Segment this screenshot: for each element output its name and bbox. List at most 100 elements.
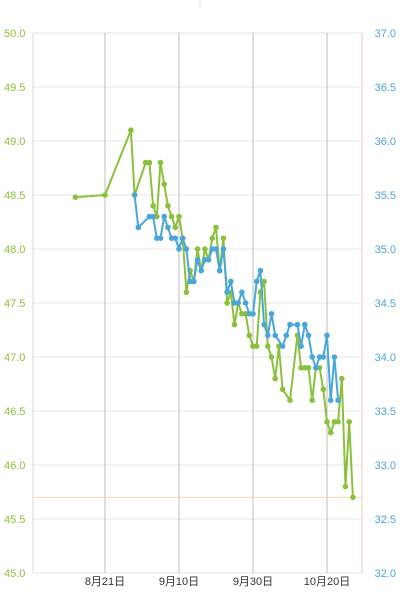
data-point-left: [102, 192, 108, 198]
right-axis-tick-label: 32.0: [375, 568, 396, 580]
data-point-right: [205, 257, 212, 263]
series-layer: [72, 127, 356, 501]
data-point-right: [157, 235, 164, 241]
data-point-right: [131, 192, 138, 198]
data-point-right: [327, 397, 334, 404]
data-point-right: [239, 289, 245, 296]
data-point-right: [294, 321, 301, 328]
right-axis-tick-label: 32.5: [375, 514, 396, 526]
data-point-left: [161, 181, 167, 187]
data-point-right: [257, 267, 264, 274]
data-point-right: [198, 267, 204, 274]
data-point-right: [172, 235, 179, 241]
data-point-left: [209, 235, 216, 241]
data-point-right: [165, 224, 171, 231]
data-point-left: [305, 365, 312, 371]
right-axis-tick-label: 36.0: [375, 136, 396, 148]
right-axis-tick-label: 34.5: [375, 298, 396, 310]
data-point-right: [279, 343, 286, 350]
data-point-right: [313, 365, 319, 371]
data-point-left: [194, 246, 201, 252]
data-point-right: [135, 224, 142, 231]
right-axis-tick-label: 33.5: [375, 406, 396, 418]
left-axis-tick-label: 50.0: [4, 28, 25, 40]
data-point-right: [272, 332, 279, 339]
data-point-right: [183, 246, 190, 252]
x-axis-date-label: 8月21日: [85, 576, 125, 588]
left-axis-tick-label: 45.5: [4, 514, 25, 526]
data-point-left: [342, 483, 349, 490]
x-axis-date-label: 9月30日: [233, 576, 273, 588]
data-point-left: [324, 419, 330, 425]
right-axis-tick-label: 36.5: [375, 82, 396, 94]
data-point-right: [228, 278, 234, 285]
left-axis-tick-label: 46.0: [4, 460, 25, 472]
data-point-left: [261, 278, 267, 285]
data-point-left: [320, 386, 327, 393]
data-point-right: [261, 321, 267, 328]
data-point-right: [224, 289, 230, 296]
x-axis-date-label: 9月10日: [159, 576, 199, 588]
data-point-right: [283, 332, 290, 339]
left-axis-tick-label: 47.0: [4, 352, 25, 364]
data-point-right: [265, 332, 271, 339]
data-point-left: [224, 300, 230, 306]
data-point-left: [272, 375, 279, 382]
left-axis-tick-label: 46.5: [4, 406, 25, 418]
data-point-right: [253, 278, 260, 285]
data-point-left: [202, 246, 208, 252]
data-point-right: [331, 354, 338, 360]
data-point-left: [231, 321, 238, 328]
data-point-right: [194, 257, 201, 263]
data-point-left: [183, 289, 190, 296]
axis-labels: 45.0 32.0 45.5 32.5 46.0 33.0 46.5 33.5 47.0 34.0…: [4, 28, 396, 588]
data-point-left: [150, 203, 156, 209]
series-line-left: [75, 129, 354, 498]
left-axis-tick-label: 49.5: [4, 82, 25, 94]
data-point-left: [213, 224, 219, 231]
data-point-left: [172, 224, 179, 231]
data-point-left: [339, 375, 345, 382]
data-point-right: [268, 311, 275, 317]
data-point-left: [268, 354, 275, 360]
data-point-left: [350, 494, 356, 501]
data-point-right: [242, 300, 249, 306]
data-point-right: [191, 278, 197, 285]
data-point-left: [279, 386, 286, 393]
data-point-left: [265, 343, 271, 350]
data-point-right: [161, 213, 167, 220]
data-point-left: [220, 235, 227, 241]
data-point-left: [72, 194, 79, 200]
data-point-right: [176, 246, 182, 252]
data-point-left: [168, 213, 175, 220]
left-axis-tick-label: 48.0: [4, 244, 25, 256]
data-point-right: [305, 332, 312, 339]
data-point-left: [309, 397, 316, 404]
data-point-left: [165, 203, 171, 209]
left-axis-tick-label: 49.0: [4, 136, 25, 148]
right-axis-tick-label: 35.0: [375, 244, 396, 256]
data-point-left: [157, 159, 164, 166]
data-point-right: [320, 354, 327, 360]
data-point-left: [176, 213, 182, 220]
data-point-right: [287, 321, 293, 328]
right-axis-tick-label: 34.0: [375, 352, 396, 364]
data-point-left: [327, 429, 334, 436]
x-axis-date-label: 10月20日: [304, 576, 350, 588]
data-point-right: [309, 354, 316, 360]
right-axis-tick-label: 35.5: [375, 190, 396, 202]
data-point-right: [216, 267, 223, 274]
data-point-left: [346, 419, 353, 425]
data-point-right: [179, 235, 186, 241]
data-point-right: [250, 311, 256, 317]
data-point-right: [150, 213, 156, 220]
data-point-right: [335, 397, 341, 404]
data-point-left: [146, 159, 153, 166]
data-point-left: [287, 397, 293, 404]
data-point-left: [253, 343, 260, 350]
data-point-right: [324, 332, 330, 339]
data-point-left: [335, 419, 341, 425]
grid: [32, 32, 363, 574]
right-axis-tick-label: 33.0: [375, 460, 396, 472]
